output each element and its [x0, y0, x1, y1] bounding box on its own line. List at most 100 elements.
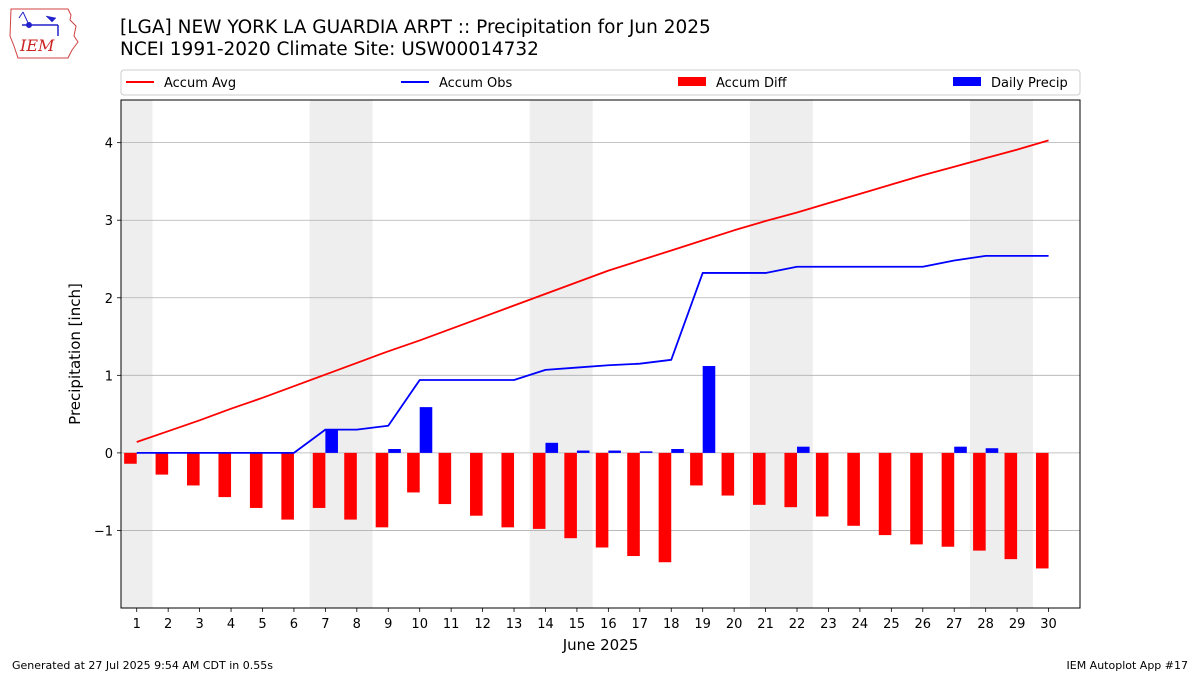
accum-diff-bar-17 — [627, 452, 640, 557]
daily-precip-bar-15 — [576, 450, 590, 453]
accum-diff-bar-9 — [375, 452, 389, 528]
line-series — [136, 139, 1049, 454]
x-tick-label-12: 12 — [474, 617, 491, 632]
accum-diff-bar-18 — [658, 452, 672, 563]
x-tick-label-27: 27 — [946, 617, 963, 632]
legend-swatch-accum-diff — [678, 77, 706, 86]
x-tick-label-22: 22 — [789, 617, 806, 632]
chart-subtitle: NCEI 1991-2020 Climate Site: USW00014732 — [120, 39, 539, 60]
accum-diff-bar-4 — [218, 452, 232, 498]
accum-diff-bar-6 — [281, 452, 294, 520]
accum-diff-bar-24 — [847, 452, 860, 526]
chart-title: [LGA] NEW YORK LA GUARDIA ARPT :: Precip… — [120, 17, 711, 38]
x-tick-label-17: 17 — [632, 617, 649, 632]
accum-diff-bar-26 — [910, 452, 923, 545]
x-tick-label-28: 28 — [977, 617, 994, 632]
accum-diff-bar-22 — [784, 452, 798, 508]
weekend-band-1 — [309, 100, 373, 608]
accum-diff-bar-21 — [752, 452, 766, 505]
x-tick-label-14: 14 — [537, 617, 554, 632]
daily-precip-bar-19 — [702, 366, 716, 453]
daily-precip-bar-17 — [639, 451, 653, 453]
accum-diff-bar-29 — [1004, 452, 1018, 560]
accum-avg-line — [136, 139, 1049, 443]
x-tick-label-11: 11 — [443, 617, 460, 632]
footer-app-text: IEM Autoplot App #17 — [1066, 659, 1189, 672]
x-tick-label-5: 5 — [258, 617, 266, 632]
accum-diff-bar-14 — [532, 452, 546, 529]
daily-precip-bar-10 — [419, 407, 433, 453]
x-tick-label-25: 25 — [883, 617, 900, 632]
weekend-band-3 — [749, 100, 813, 608]
daily-precip-bar-27 — [954, 446, 967, 453]
x-tick-label-1: 1 — [133, 617, 141, 632]
daily-precip-bar-28 — [985, 448, 999, 453]
weekend-bands — [121, 100, 1033, 608]
x-axis-label: June 2025 — [562, 636, 639, 654]
accum-diff-bar-27 — [941, 452, 955, 547]
daily-precip-bar-9 — [388, 449, 401, 453]
bar-series — [124, 366, 1049, 569]
x-tick-label-7: 7 — [321, 617, 329, 632]
daily-precip-bar-18 — [671, 449, 684, 453]
x-tick-label-30: 30 — [1040, 617, 1057, 632]
daily-precip-bar-22 — [797, 446, 810, 453]
x-tick-label-9: 9 — [384, 617, 392, 632]
x-tick-label-8: 8 — [353, 617, 361, 632]
legend-label-accum-avg: Accum Avg — [164, 76, 236, 91]
y-tick-label-0: 0 — [105, 447, 113, 462]
accum-diff-bar-1 — [124, 452, 137, 464]
legend-label-accum-obs: Accum Obs — [439, 76, 512, 91]
daily-precip-bar-7 — [325, 429, 338, 453]
x-tick-label-23: 23 — [820, 617, 837, 632]
x-tick-label-15: 15 — [569, 617, 586, 632]
x-tick-label-26: 26 — [915, 617, 932, 632]
x-tick-label-18: 18 — [663, 617, 680, 632]
legend-swatch-daily-precip — [953, 77, 981, 86]
x-tick-label-10: 10 — [411, 617, 428, 632]
accum-diff-bar-7 — [312, 452, 326, 508]
accum-diff-bar-3 — [187, 452, 200, 486]
x-tick-label-21: 21 — [757, 617, 774, 632]
y-tick-label-1: 1 — [105, 369, 113, 384]
accum-diff-bar-23 — [815, 452, 829, 517]
accum-diff-bar-11 — [438, 452, 452, 505]
legend-label-daily-precip: Daily Precip — [991, 76, 1068, 91]
accum-diff-bar-2 — [155, 452, 169, 475]
x-tick-label-2: 2 — [164, 617, 172, 632]
x-tick-label-4: 4 — [227, 617, 235, 632]
accum-diff-bar-10 — [407, 452, 420, 493]
accum-diff-bar-13 — [501, 452, 515, 528]
x-tick-label-19: 19 — [694, 617, 711, 632]
accum-diff-bar-25 — [878, 452, 892, 536]
footer-generated-text: Generated at 27 Jul 2025 9:54 AM CDT in … — [12, 659, 273, 672]
accum-diff-bar-5 — [249, 452, 263, 508]
accum-diff-bar-30 — [1035, 452, 1049, 569]
accum-diff-bar-15 — [564, 452, 577, 539]
axes: 1 2 3 4 5 6 7 8 9 10 11 12 13 14 15 16 17 18 19 20 21 22 23 24 2… — [66, 99, 1081, 654]
iem-logo: IEM — [9, 8, 79, 59]
iowa-state-outline-icon — [9, 8, 79, 59]
x-tick-label-6: 6 — [290, 617, 298, 632]
legend-box — [120, 69, 1081, 96]
accum-diff-bar-8 — [344, 452, 357, 520]
daily-precip-bar-14 — [545, 442, 559, 453]
x-tick-label-20: 20 — [726, 617, 743, 632]
accum-diff-bar-12 — [470, 452, 483, 516]
y-tick-label--1: −1 — [94, 524, 113, 539]
weekend-band-0 — [121, 100, 153, 608]
x-tick-label-24: 24 — [852, 617, 869, 632]
legend-label-accum-diff: Accum Diff — [716, 76, 788, 91]
accum-diff-bar-16 — [595, 452, 609, 548]
plot-frame — [120, 99, 1081, 609]
accum-diff-bar-28 — [973, 452, 986, 551]
x-tick-label-13: 13 — [506, 617, 523, 632]
accum-obs-line — [136, 254, 1049, 454]
x-tick-label-3: 3 — [195, 617, 203, 632]
y-tick-label-2: 2 — [105, 292, 113, 307]
legend: Accum Avg Accum Obs Accum Diff Daily Precip — [120, 69, 1081, 96]
accum-diff-bar-19 — [690, 452, 703, 486]
weather-station-icon — [18, 11, 59, 36]
logo-text: IEM — [19, 36, 55, 55]
